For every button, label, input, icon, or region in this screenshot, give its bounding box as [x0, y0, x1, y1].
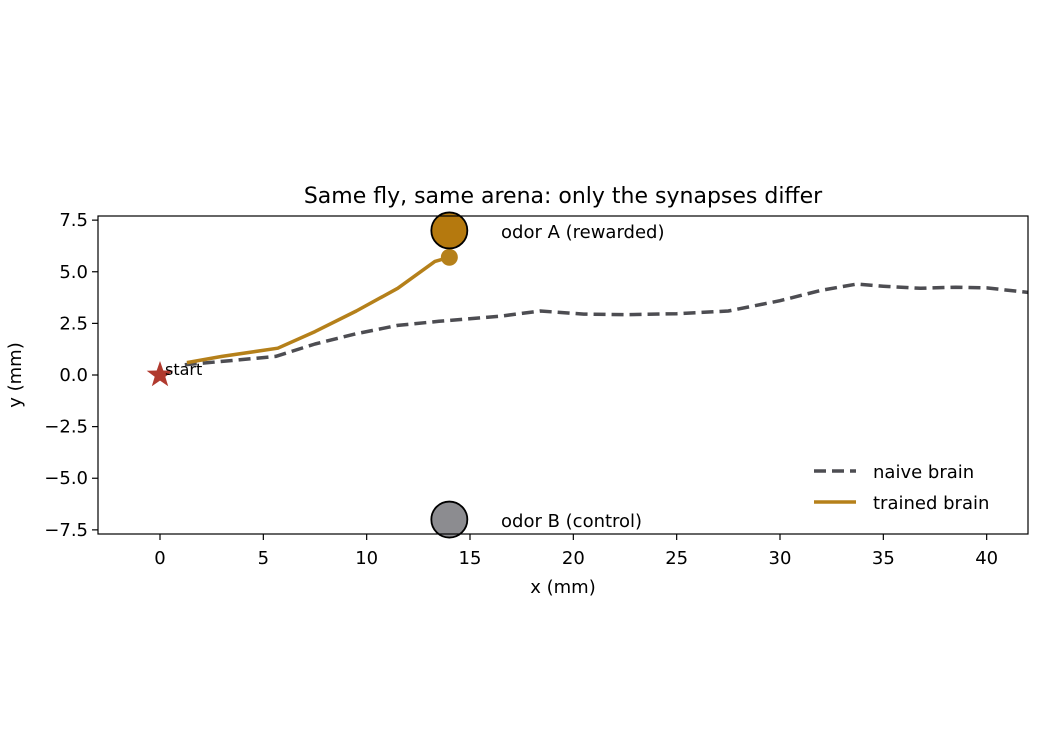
odor-a-point — [430, 211, 469, 250]
trained-brain-end-point — [440, 248, 458, 266]
x-axis-label: x (mm) — [530, 577, 596, 598]
x-tick-label: 25 — [665, 548, 688, 569]
legend: naive brain trained brain — [814, 462, 989, 514]
y-axis-label: y (mm) — [5, 342, 26, 408]
x-tick-label: 10 — [355, 548, 378, 569]
y-tick-label: 7.5 — [59, 210, 88, 231]
x-tick-label: 0 — [154, 548, 165, 569]
y-tick-label: 5.0 — [59, 262, 88, 283]
naive-brain-line — [184, 282, 1028, 367]
odor-b-point — [430, 500, 469, 539]
start-point — [146, 361, 174, 387]
y-tick-label: −2.5 — [44, 417, 88, 438]
y-tick-label: 2.5 — [59, 313, 88, 334]
legend-label-naive: naive brain — [873, 462, 974, 483]
y-tick-label: 0.0 — [59, 365, 88, 386]
x-tick-label: 15 — [459, 548, 482, 569]
x-tick-label: 35 — [872, 548, 895, 569]
x-tick-label: 30 — [769, 548, 792, 569]
x-tick-label: 20 — [562, 548, 585, 569]
y-tick-label: −7.5 — [44, 520, 88, 541]
trained-brain-line — [186, 255, 450, 365]
x-axis: 0 5 10 15 20 25 30 35 40 — [154, 534, 998, 569]
odor-b-label: odor B (control) — [501, 511, 642, 532]
legend-label-trained: trained brain — [873, 493, 989, 514]
plot-area — [146, 211, 1028, 539]
x-tick-label: 5 — [258, 548, 269, 569]
y-tick-label: −5.0 — [44, 468, 88, 489]
x-tick-label: 40 — [975, 548, 998, 569]
chart-title: Same fly, same arena: only the synapses … — [304, 184, 823, 209]
odor-a-label: odor A (rewarded) — [501, 222, 665, 243]
y-axis: −7.5 −5.0 −2.5 0.0 2.5 5.0 7.5 — [44, 210, 98, 541]
start-label: start — [165, 360, 202, 379]
